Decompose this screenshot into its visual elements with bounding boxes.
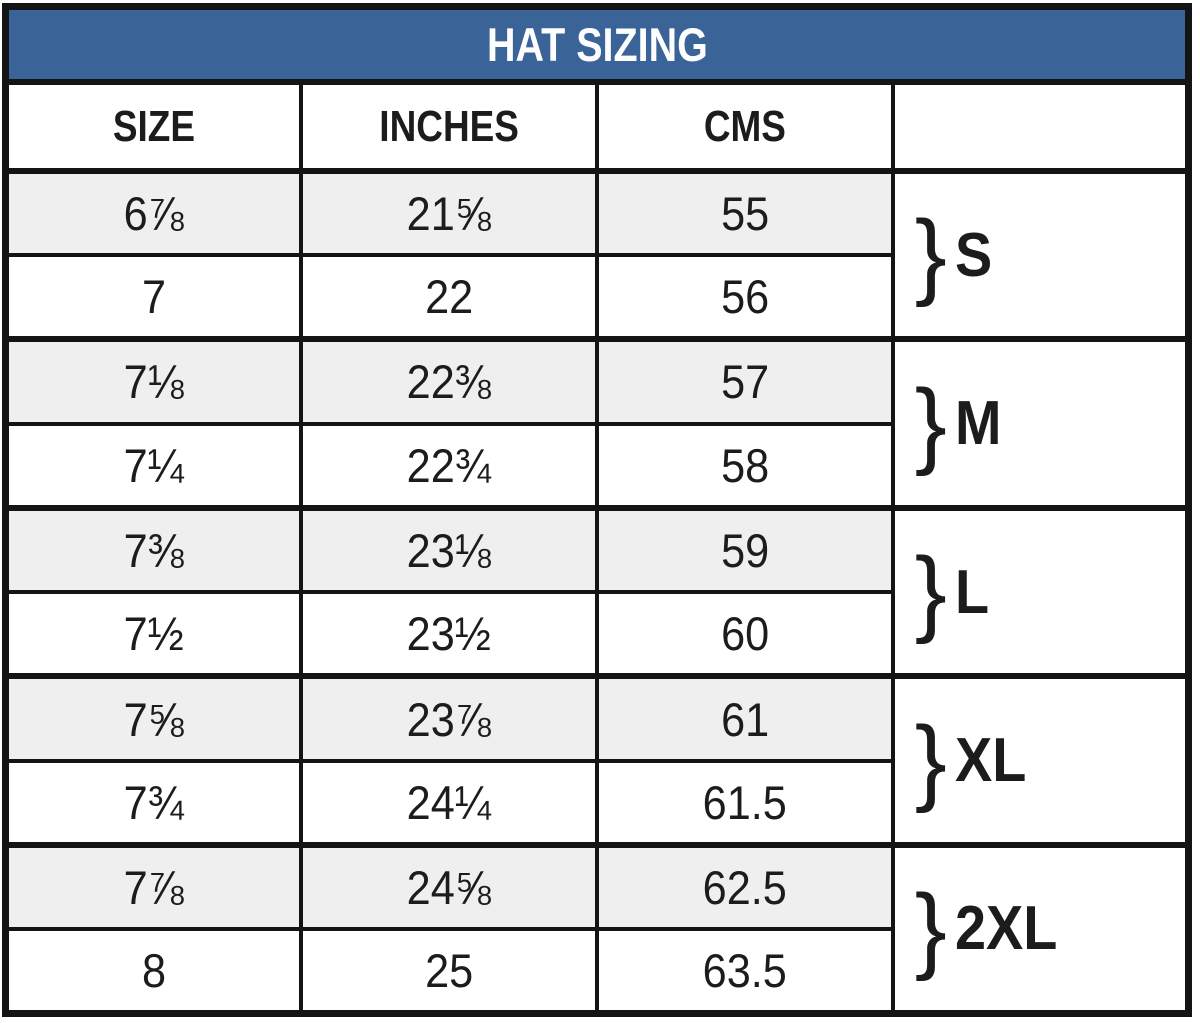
column-header-size: SIZE — [3, 80, 304, 174]
column-header-inches: INCHES — [299, 80, 599, 174]
cms-cell: 60 — [595, 590, 895, 679]
table-row: 8 25 63.5 — [3, 927, 1189, 1016]
size-group-cell-2xl: } 2XL — [890, 841, 1191, 1016]
table-row: 7⅛ 22⅜ 57 } M — [3, 336, 1191, 510]
cms-cell: 56 — [595, 253, 895, 342]
table-row: 7⅞ 24⅝ 62.5 } 2XL — [3, 841, 1191, 1016]
cms-cell: 61 — [595, 673, 895, 763]
size-cell: 8 — [3, 927, 304, 1016]
hat-sizing-table: HAT SIZING SIZE INCHES CMS 6⅞ 21⅝ 55 } S … — [2, 3, 1192, 1017]
cms-cell: 63.5 — [595, 927, 895, 1016]
inches-cell: 23⅞ — [299, 673, 599, 763]
size-cell: 7⅞ — [3, 841, 304, 932]
column-header-row: SIZE INCHES CMS — [3, 80, 1191, 174]
size-group-label: S — [954, 220, 993, 290]
table-row: 7¼ 22¾ 58 — [3, 421, 1189, 510]
size-cell: 7¼ — [3, 421, 304, 510]
size-group-label: XL — [954, 726, 1027, 796]
column-header-cms: CMS — [595, 80, 895, 174]
inches-cell: 22¾ — [299, 421, 599, 510]
inches-cell: 23½ — [299, 590, 599, 679]
table-row: 7 22 56 — [3, 253, 1189, 342]
table-row: 7⅝ 23⅞ 61 } XL — [3, 673, 1191, 847]
inches-cell: 25 — [299, 927, 599, 1016]
table-title-text: HAT SIZING — [486, 18, 708, 72]
inches-cell: 24⅝ — [299, 841, 599, 932]
table-row: 6⅞ 21⅝ 55 } S — [3, 167, 1191, 342]
title-row: HAT SIZING — [3, 4, 1191, 86]
size-cell: 6⅞ — [3, 167, 304, 258]
table-row: 7¾ 24¼ 61.5 — [3, 758, 1189, 847]
size-group-label: L — [954, 557, 989, 627]
cms-cell: 58 — [595, 421, 895, 510]
table-row: 7½ 23½ 60 — [3, 590, 1189, 679]
inches-cell: 23⅛ — [299, 504, 599, 595]
cms-cell: 59 — [595, 504, 895, 595]
size-group-cell-m: } M — [890, 336, 1191, 510]
size-cell: 7⅛ — [3, 336, 304, 426]
table-title: HAT SIZING — [3, 4, 1191, 86]
size-group-cell-l: } L — [890, 504, 1191, 679]
size-cell: 7¾ — [3, 758, 304, 847]
size-cell: 7⅜ — [3, 504, 304, 595]
cms-cell: 61.5 — [595, 758, 895, 847]
size-group-cell-s: } S — [890, 167, 1191, 342]
column-header-group — [890, 80, 1191, 174]
inches-cell: 24¼ — [299, 758, 599, 847]
size-group-label: 2XL — [954, 894, 1058, 964]
cms-cell: 55 — [595, 167, 895, 258]
size-group-cell-xl: } XL — [890, 673, 1191, 847]
size-group-label: M — [954, 389, 1002, 459]
size-cell: 7⅝ — [3, 673, 304, 763]
cms-cell: 57 — [595, 336, 895, 426]
inches-cell: 22⅜ — [299, 336, 599, 426]
inches-cell: 21⅝ — [299, 167, 599, 258]
cms-cell: 62.5 — [595, 841, 895, 932]
table-row: 7⅜ 23⅛ 59 } L — [3, 504, 1191, 679]
size-cell: 7½ — [3, 590, 304, 679]
inches-cell: 22 — [299, 253, 599, 342]
size-cell: 7 — [3, 253, 304, 342]
